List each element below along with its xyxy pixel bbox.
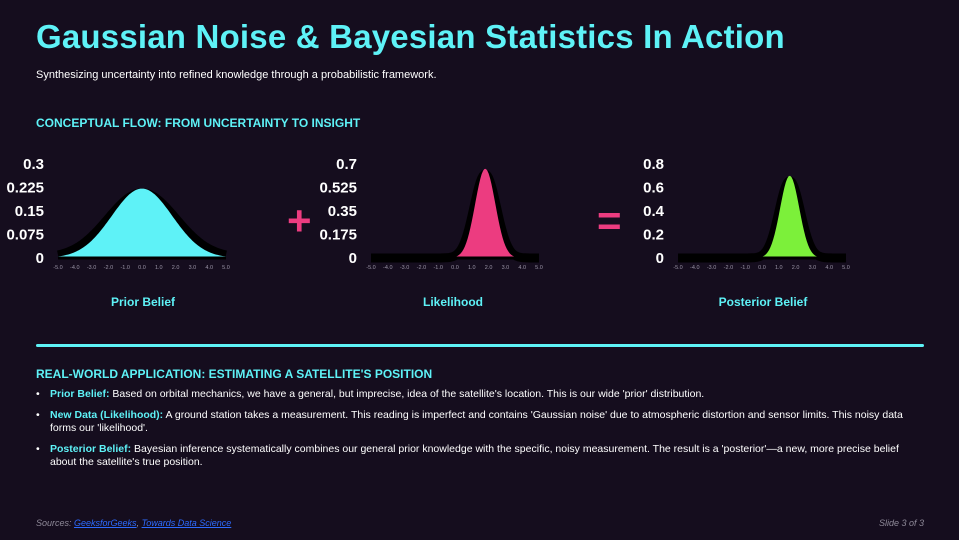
y-tick-label: 0.075 [6,227,44,244]
x-tick-label: 3.0 [189,265,197,271]
bullet-label: Posterior Belief: [50,443,132,455]
y-tick-label: 0.7 [336,156,357,173]
x-tick-label: -3.0 [707,265,716,271]
slide-number: Slide 3 of 3 [878,518,924,528]
slide-subtitle: Synthesizing uncertainty into refined kn… [36,69,437,81]
x-tick-label: -1.0 [120,265,129,271]
x-tick-label: -3.0 [400,265,409,271]
x-tick-label: -3.0 [87,265,96,271]
x-tick-label: -1.0 [433,265,442,271]
x-tick-label: 5.0 [842,265,850,271]
x-tick-label: 4.0 [518,265,526,271]
chart-svg: 0.8 0.6 0.4 0.2 0 -5.0 -4.0 -3.0 -2.0 -1.0 0.0 1.0 2… [643,156,850,271]
chart-svg: 0.3 0.225 0.15 0.075 0 -5.0 -4.0 -3.0 -2.0 -1.0 0.… [6,156,230,271]
x-tick-label: 0.0 [451,265,459,271]
distribution-area [678,175,846,258]
x-tick-label: 1.0 [775,265,783,271]
prior-chart-label: Prior Belief [110,295,176,309]
plus-operator: + [287,197,312,244]
y-tick-label: 0.2 [643,227,664,244]
x-tick-label: -2.0 [724,265,733,271]
x-tick-label: 0.0 [758,265,766,271]
sources-prefix: Sources: [36,518,75,528]
x-tick-label: -5.0 [366,265,375,271]
section-divider [36,344,924,347]
y-tick-label: 0.525 [319,180,357,197]
y-tick-label: 0.35 [328,203,357,220]
x-tick-label: 3.0 [809,265,817,271]
source-link-geeksforgeeks[interactable]: GeeksforGeeks [74,518,137,528]
source-link-towards-data-science[interactable]: Towards Data Science [141,518,232,528]
x-tick-label: -1.0 [740,265,749,271]
x-tick-label: 1.0 [155,265,163,271]
y-tick-label: 0.4 [643,203,665,220]
y-tick-label: 0.175 [319,227,357,244]
x-tick-label: -4.0 [383,265,392,271]
y-tick-label: 0.8 [643,156,664,173]
bullet-likelihood: New Data (Likelihood): A ground station … [36,409,916,435]
conceptual-flow-heading: CONCEPTUAL FLOW: FROM UNCERTAINTY TO INS… [36,116,361,130]
y-tick-label: 0 [656,250,664,267]
x-tick-label: -2.0 [417,265,426,271]
x-tick-label: -4.0 [70,265,79,271]
distribution-area [58,188,226,258]
bullet-posterior: Posterior Belief: Bayesian inference sys… [36,443,916,469]
distribution-halo [674,176,850,263]
y-tick-label: 0.3 [23,156,44,173]
x-tick-label: 4.0 [205,265,213,271]
distribution-area [371,168,539,258]
y-tick-label: 0 [349,250,357,267]
bullet-prior: Prior Belief: Based on orbital mechanics… [36,388,916,401]
y-tick-label: 0 [36,250,44,267]
likelihood-chart-label: Likelihood [423,295,483,309]
equals-operator: = [597,197,622,244]
x-tick-label: 2.0 [485,265,493,271]
x-tick-label: -5.0 [673,265,682,271]
x-tick-label: 5.0 [535,265,543,271]
posterior-chart: 0.8 0.6 0.4 0.2 0 -5.0 -4.0 -3.0 -2.0 -1.0 0.0 1.0 2… [620,152,850,280]
bullet-label: Prior Belief: [50,388,110,400]
bullet-label: New Data (Likelihood): [50,409,164,421]
y-tick-label: 0.15 [15,203,44,220]
source-separator: , [136,518,142,528]
x-tick-label: 5.0 [222,265,230,271]
x-tick-label: 1.0 [468,265,476,271]
likelihood-chart: 0.7 0.525 0.35 0.175 0 -5.0 -4.0 -3.0 -2.0 -1.0 0.… [313,152,543,280]
x-tick-label: -2.0 [104,265,113,271]
posterior-chart-label: Posterior Belief [718,295,808,309]
application-heading: REAL-WORLD APPLICATION: ESTIMATING A SAT… [36,367,433,381]
slide-title: Gaussian Noise & Bayesian Statistics In … [36,18,785,55]
x-tick-label: 4.0 [825,265,833,271]
bullet-text: Based on orbital mechanics, we have a ge… [109,388,705,400]
chart-svg: 0.7 0.525 0.35 0.175 0 -5.0 -4.0 -3.0 -2.0 -1.0 0.… [319,156,543,271]
y-tick-label: 0.6 [643,180,664,197]
y-tick-label: 0.225 [6,180,44,197]
x-tick-label: -4.0 [690,265,699,271]
x-tick-label: 0.0 [138,265,146,271]
application-list: Prior Belief: Based on orbital mechanics… [36,388,916,477]
x-tick-label: 2.0 [172,265,180,271]
x-tick-label: 3.0 [502,265,510,271]
x-tick-label: -5.0 [53,265,62,271]
sources-footer: Sources: GeeksforGeeks, Towards Data Sci… [36,518,231,528]
bullet-text: A ground station takes a measurement. Th… [50,409,903,434]
prior-chart: 0.3 0.225 0.15 0.075 0 -5.0 -4.0 -3.0 -2.0 -1.0 0.… [0,152,230,280]
x-tick-label: 2.0 [792,265,800,271]
distribution-halo [367,169,543,263]
bullet-text: Bayesian inference systematically combin… [50,443,899,468]
